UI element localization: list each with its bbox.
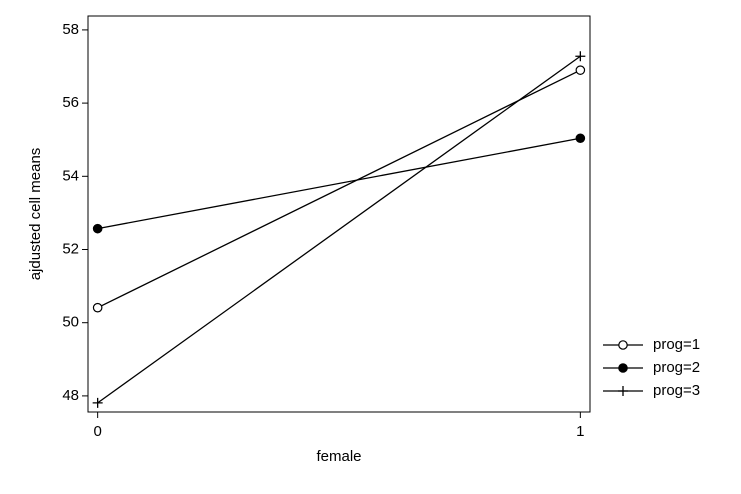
marker [92, 302, 103, 313]
marker [575, 65, 586, 75]
legend-label: prog=2 [653, 359, 700, 376]
legend-label: prog=1 [653, 336, 700, 353]
legend-label: prog=3 [653, 382, 700, 399]
y-tick-label: 54 [62, 167, 79, 184]
legend-marker [618, 340, 628, 350]
x-tick-label: 0 [93, 423, 101, 440]
marker [575, 133, 586, 144]
y-tick-label: 48 [62, 387, 79, 404]
series-line [97, 55, 581, 404]
x-axis-label: female [316, 448, 361, 465]
marker [92, 397, 103, 408]
legend-marker [618, 363, 628, 373]
legend-marker [618, 386, 628, 396]
series-line [97, 137, 581, 230]
marker [575, 51, 586, 62]
y-tick-label: 52 [62, 240, 79, 257]
x-tick-label: 1 [576, 423, 584, 440]
marker [92, 223, 103, 234]
y-tick-label: 58 [62, 21, 79, 38]
series-line [97, 69, 581, 309]
y-tick-label: 50 [62, 314, 79, 331]
y-axis-label: ajdusted cell means [27, 148, 44, 281]
plot-frame [87, 15, 591, 413]
y-tick-label: 56 [62, 94, 79, 111]
